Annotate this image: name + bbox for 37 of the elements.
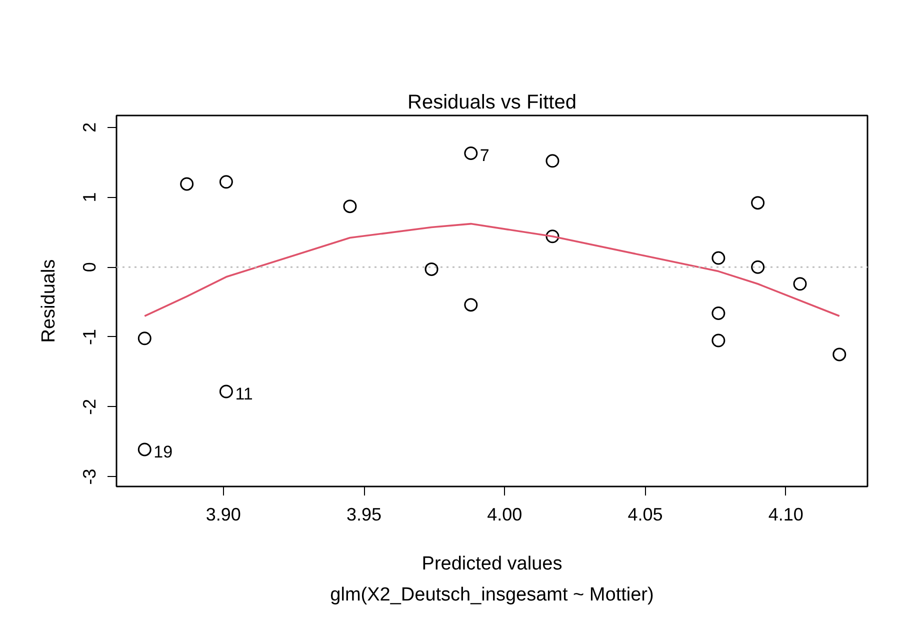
x-tick-label: 4.00 bbox=[487, 504, 522, 524]
annotation: 19 bbox=[154, 442, 173, 462]
y-tick-label: -1 bbox=[80, 328, 100, 345]
text: glm(X2_Deutsch_insgesamt ~ Mottier) bbox=[330, 584, 654, 606]
y-tick-label: -3 bbox=[80, 468, 100, 485]
line-series bbox=[144, 222, 840, 317]
x-tick-label: 3.95 bbox=[346, 504, 382, 524]
y-tick-label: 2 bbox=[80, 122, 100, 132]
point bbox=[219, 384, 233, 398]
point bbox=[219, 175, 233, 189]
y-tick-label: 1 bbox=[80, 192, 100, 202]
point bbox=[546, 154, 560, 168]
point bbox=[464, 146, 478, 160]
point bbox=[138, 332, 152, 346]
point bbox=[712, 334, 726, 348]
annotation: 7 bbox=[480, 146, 490, 166]
point bbox=[464, 298, 478, 312]
point bbox=[180, 177, 194, 191]
point bbox=[138, 442, 152, 456]
x-tick-label: 4.10 bbox=[768, 504, 804, 524]
point bbox=[832, 348, 846, 362]
y-axis-title: Residuals bbox=[38, 259, 60, 343]
x-tick-label: 4.05 bbox=[628, 504, 663, 524]
x-axis-title: Predicted values bbox=[422, 554, 562, 574]
point bbox=[793, 277, 807, 291]
point bbox=[712, 306, 726, 320]
point bbox=[751, 196, 765, 210]
y-tick-label: -2 bbox=[80, 398, 100, 415]
point bbox=[712, 251, 726, 265]
chart-title: Residuals vs Fitted bbox=[408, 92, 576, 114]
point bbox=[424, 262, 438, 276]
point bbox=[751, 260, 765, 274]
point bbox=[343, 200, 357, 214]
y-tick-label: 0 bbox=[80, 262, 100, 272]
annotation: 11 bbox=[235, 384, 253, 404]
point bbox=[546, 230, 560, 244]
x-tick-label: 3.90 bbox=[206, 504, 241, 524]
